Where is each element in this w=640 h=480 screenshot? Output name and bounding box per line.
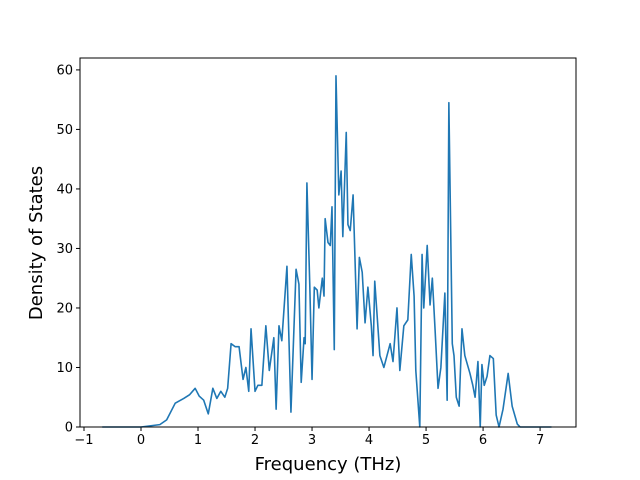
y-tick-label: 10 xyxy=(56,361,73,376)
y-axis-label: Density of States xyxy=(26,166,47,320)
y-tick-label: 30 xyxy=(56,242,73,257)
x-axis-label: Frequency (THz) xyxy=(255,454,402,475)
y-tick-label: 50 xyxy=(56,123,73,138)
y-tick-label: 40 xyxy=(56,182,73,197)
y-tick-label: 20 xyxy=(56,301,73,316)
line-series xyxy=(102,75,552,428)
x-tick-label: 1 xyxy=(194,433,202,448)
y-tick-label: 60 xyxy=(56,63,73,78)
x-tick-label: 5 xyxy=(422,433,430,448)
x-tick-label: −1 xyxy=(74,433,93,448)
x-tick-label: 6 xyxy=(479,433,487,448)
y-tick-label: 0 xyxy=(65,421,73,436)
x-tick-label: 3 xyxy=(308,433,316,448)
x-tick-label: 4 xyxy=(365,433,373,448)
x-tick-label: 7 xyxy=(536,433,544,448)
x-tick-label: 2 xyxy=(251,433,259,448)
plot-frame xyxy=(79,57,577,428)
x-tick-label: 0 xyxy=(137,433,145,448)
